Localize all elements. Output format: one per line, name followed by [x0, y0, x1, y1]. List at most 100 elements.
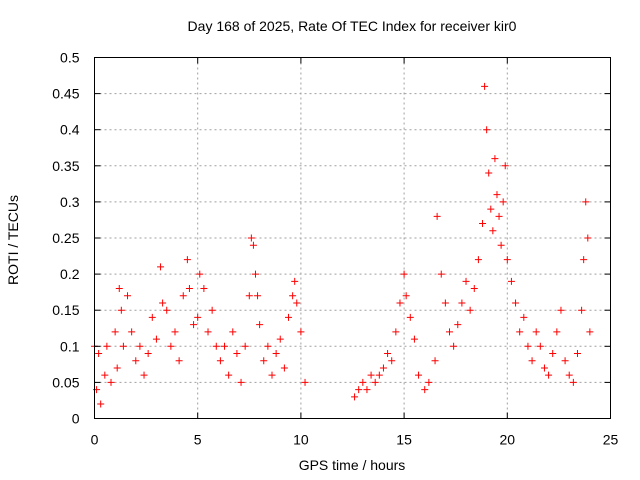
y-tick-label: 0.2: [60, 266, 80, 282]
data-point: [101, 371, 109, 379]
grid-lines: [94, 57, 611, 419]
data-point: [549, 350, 557, 358]
data-point: [221, 342, 229, 350]
data-point: [136, 342, 144, 350]
data-point: [493, 191, 501, 199]
data-point: [229, 328, 237, 336]
data-point: [251, 270, 259, 278]
data-point: [115, 285, 123, 293]
data-point: [371, 378, 379, 386]
data-point: [148, 313, 156, 321]
data-point: [396, 299, 404, 307]
data-point: [483, 126, 491, 134]
data-point: [569, 378, 577, 386]
data-point: [103, 342, 111, 350]
data-point: [433, 212, 441, 220]
data-point: [140, 371, 148, 379]
data-point: [499, 198, 507, 206]
y-tick-label: 0.25: [52, 230, 79, 246]
data-point: [479, 220, 487, 228]
x-tick-label: 25: [603, 432, 619, 448]
data-point: [225, 371, 233, 379]
data-point: [241, 342, 249, 350]
data-point: [402, 292, 410, 300]
data-point: [501, 162, 509, 170]
data-point: [152, 335, 160, 343]
x-tick-label: 5: [194, 432, 202, 448]
x-tick-label: 15: [396, 432, 412, 448]
data-point: [367, 371, 375, 379]
data-point: [355, 386, 363, 394]
data-point: [406, 313, 414, 321]
data-point: [128, 328, 136, 336]
y-tick-label: 0.5: [60, 50, 80, 66]
data-point: [528, 357, 536, 365]
data-point: [379, 364, 387, 372]
data-point: [425, 378, 433, 386]
data-point: [495, 212, 503, 220]
data-point: [578, 306, 586, 314]
data-point: [124, 292, 132, 300]
data-point: [524, 342, 532, 350]
y-tick-label: 0.4: [60, 122, 80, 138]
data-point: [573, 350, 581, 358]
data-point: [95, 350, 103, 358]
axis-ticks: [94, 57, 611, 419]
data-point: [454, 321, 462, 329]
data-point: [536, 342, 544, 350]
data-point: [565, 371, 573, 379]
data-point: [485, 169, 493, 177]
y-tick-label: 0.35: [52, 158, 79, 174]
data-point: [582, 198, 590, 206]
data-point: [400, 270, 408, 278]
data-point: [216, 357, 224, 365]
data-point: [415, 371, 423, 379]
data-point: [584, 234, 592, 242]
y-tick-label: 0.15: [52, 302, 79, 318]
data-point: [421, 386, 429, 394]
data-point: [520, 313, 528, 321]
data-point: [293, 299, 301, 307]
data-point: [212, 342, 220, 350]
data-point: [462, 277, 470, 285]
data-point: [388, 357, 396, 365]
y-tick-label: 0: [72, 411, 80, 427]
data-point: [392, 328, 400, 336]
data-point: [280, 364, 288, 372]
data-point: [297, 328, 305, 336]
data-point: [233, 350, 241, 358]
data-point: [183, 256, 191, 264]
data-point: [446, 328, 454, 336]
x-tick-labels: 0 5 10 15 20 25: [91, 432, 619, 448]
data-point: [268, 371, 276, 379]
data-point: [487, 205, 495, 213]
x-tick-label: 20: [500, 432, 516, 448]
y-axis-title: ROTI / TECUs: [5, 195, 21, 285]
data-point: [256, 321, 264, 329]
data-point: [561, 357, 569, 365]
data-point: [532, 328, 540, 336]
data-point: [351, 393, 359, 401]
data-point: [359, 378, 367, 386]
data-point: [586, 328, 594, 336]
data-point: [497, 241, 505, 249]
data-point: [97, 400, 105, 408]
data-point: [175, 357, 183, 365]
data-point: [474, 256, 482, 264]
data-point: [260, 357, 268, 365]
data-point: [132, 357, 140, 365]
data-point: [491, 155, 499, 163]
data-points: [91, 82, 594, 408]
data-point: [249, 241, 257, 249]
data-point: [163, 306, 171, 314]
data-point: [208, 306, 216, 314]
data-point: [431, 357, 439, 365]
data-point: [375, 371, 383, 379]
data-point: [540, 364, 548, 372]
data-point: [437, 270, 445, 278]
data-point: [557, 306, 565, 314]
data-point: [254, 292, 262, 300]
x-axis-title: GPS time / hours: [299, 457, 406, 473]
